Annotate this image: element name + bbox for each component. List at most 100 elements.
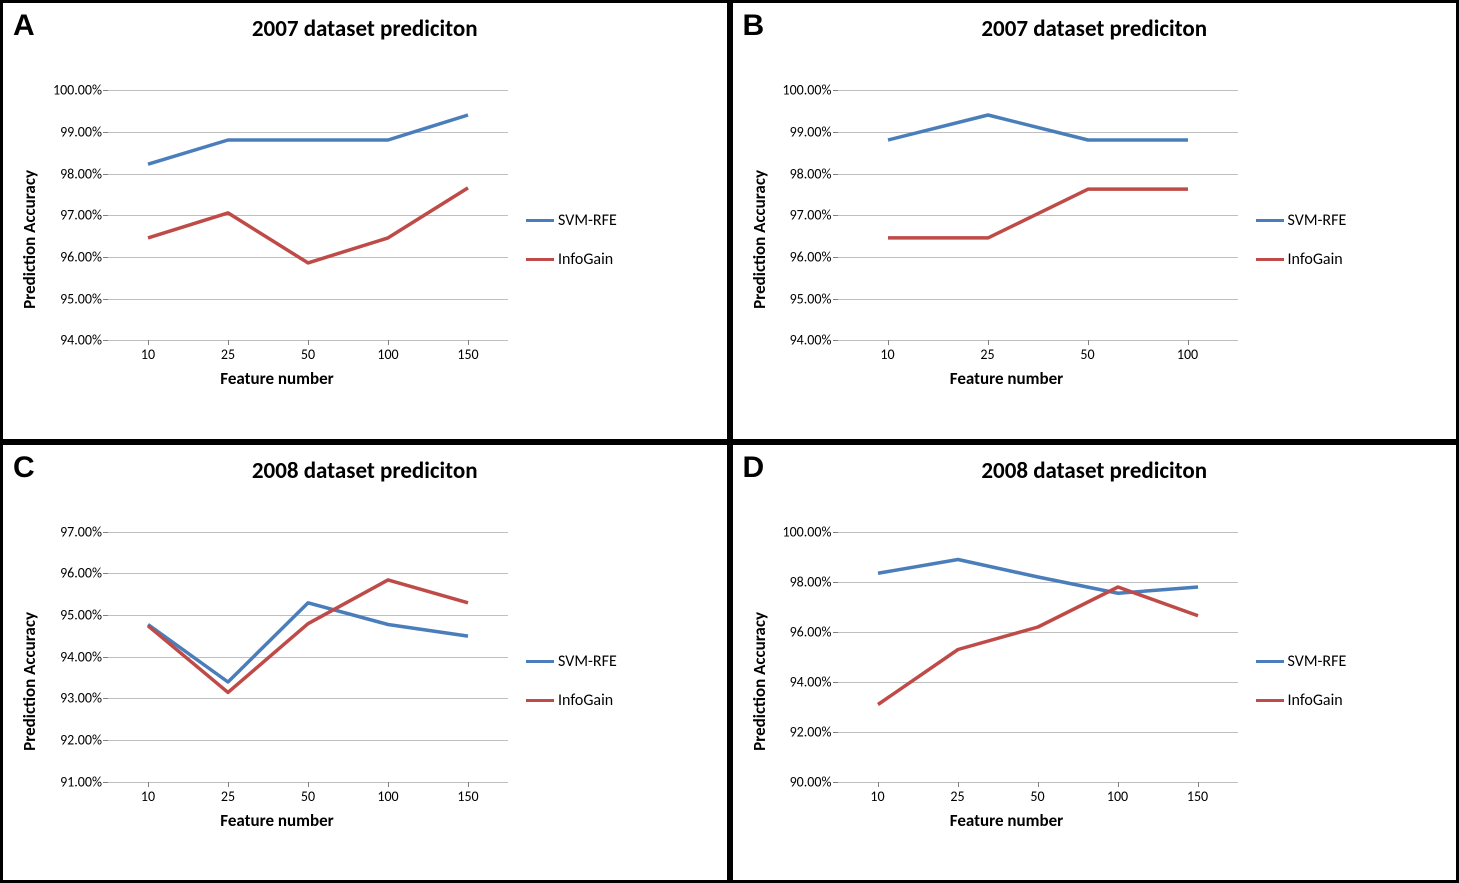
legend-swatch-svm: [526, 219, 554, 222]
chart-svg: [108, 90, 508, 340]
legend-swatch-infogain: [526, 699, 554, 702]
x-tick-label: 25: [950, 782, 964, 805]
x-axis-label: Feature number: [950, 368, 1063, 389]
chart-body: Prediction Accuracy 90.00%92.00%94.00%96…: [733, 491, 1457, 873]
x-tick-label: 25: [980, 340, 994, 363]
legend: SVM-RFE InfoGain: [1256, 652, 1347, 710]
legend-swatch-infogain: [1256, 258, 1284, 261]
y-tick-label: 94.00%: [790, 332, 838, 349]
y-tick-label: 98.00%: [790, 165, 838, 182]
legend-label-infogain: InfoGain: [1288, 691, 1343, 710]
legend-swatch-infogain: [526, 258, 554, 261]
x-axis-label: Feature number: [220, 368, 333, 389]
y-tick-label: 94.00%: [60, 332, 108, 349]
legend-label-infogain: InfoGain: [1288, 250, 1343, 269]
y-tick-label: 93.00%: [60, 690, 108, 707]
legend-item-svm: SVM-RFE: [1256, 211, 1347, 230]
plot-column: 94.00%95.00%96.00%97.00%98.00%99.00%100.…: [776, 90, 1238, 389]
legend-swatch-svm: [1256, 660, 1284, 663]
x-tick-label: 100: [377, 340, 398, 363]
plot-area: 91.00%92.00%93.00%94.00%95.00%96.00%97.0…: [108, 532, 508, 782]
y-tick-label: 98.00%: [790, 573, 838, 590]
y-tick-label: 100.00%: [53, 82, 108, 99]
series-svm-rfe: [148, 115, 468, 164]
y-tick-label: 96.00%: [790, 248, 838, 265]
y-tick-label: 98.00%: [60, 165, 108, 182]
y-tick-label: 95.00%: [60, 290, 108, 307]
x-axis-label: Feature number: [950, 810, 1063, 831]
chart-wrap: 2008 dataset prediciton Prediction Accur…: [733, 445, 1457, 881]
legend-item-infogain: InfoGain: [1256, 691, 1347, 710]
chart-title: 2008 dataset prediciton: [252, 457, 478, 485]
legend-item-infogain: InfoGain: [1256, 250, 1347, 269]
series-infogain: [148, 580, 468, 693]
x-tick-label: 150: [457, 782, 478, 805]
x-tick-label: 50: [1030, 782, 1044, 805]
y-tick-label: 97.00%: [60, 523, 108, 540]
series-infogain: [148, 188, 468, 263]
legend-label-infogain: InfoGain: [558, 691, 613, 710]
y-tick-label: 94.00%: [790, 673, 838, 690]
y-tick-label: 99.00%: [790, 123, 838, 140]
x-tick-label: 100: [377, 782, 398, 805]
series-svm-rfe: [888, 115, 1188, 140]
legend-item-svm: SVM-RFE: [526, 211, 617, 230]
y-tick-label: 97.00%: [790, 207, 838, 224]
chart-wrap: 2008 dataset prediciton Prediction Accur…: [3, 445, 727, 881]
x-tick-label: 50: [301, 782, 315, 805]
panel-c: C 2008 dataset prediciton Prediction Acc…: [0, 442, 730, 883]
chart-title: 2008 dataset prediciton: [981, 457, 1207, 485]
x-axis-label: Feature number: [220, 810, 333, 831]
y-tick-label: 90.00%: [790, 773, 838, 790]
legend-swatch-svm: [1256, 219, 1284, 222]
x-tick-label: 150: [1187, 782, 1208, 805]
panel-letter: B: [743, 9, 765, 43]
y-tick-label: 96.00%: [790, 623, 838, 640]
y-tick-label: 100.00%: [782, 82, 837, 99]
legend-item-svm: SVM-RFE: [526, 652, 617, 671]
panel-a: A 2007 dataset prediciton Prediction Acc…: [0, 0, 730, 442]
x-tick-label: 25: [221, 782, 235, 805]
series-svm-rfe: [148, 603, 468, 682]
chart-grid: A 2007 dataset prediciton Prediction Acc…: [0, 0, 1459, 883]
x-tick-label: 100: [1107, 782, 1128, 805]
y-tick-label: 95.00%: [790, 290, 838, 307]
x-tick-label: 100: [1177, 340, 1198, 363]
plot-column: 90.00%92.00%94.00%96.00%98.00%100.00% 10…: [776, 532, 1238, 831]
panel-letter: D: [743, 451, 765, 485]
legend: SVM-RFE InfoGain: [526, 652, 617, 710]
chart-wrap: 2007 dataset prediciton Prediction Accur…: [733, 3, 1457, 439]
y-tick-label: 97.00%: [60, 207, 108, 224]
plot-area: 94.00%95.00%96.00%97.00%98.00%99.00%100.…: [838, 90, 1238, 340]
chart-title: 2007 dataset prediciton: [981, 15, 1207, 43]
series-infogain: [888, 189, 1188, 238]
y-axis-label: Prediction Accuracy: [749, 612, 770, 751]
y-tick-label: 95.00%: [60, 607, 108, 624]
plot-area: 94.00%95.00%96.00%97.00%98.00%99.00%100.…: [108, 90, 508, 340]
y-axis-label: Prediction Accuracy: [749, 170, 770, 309]
y-tick-label: 100.00%: [782, 523, 837, 540]
y-tick-label: 96.00%: [60, 565, 108, 582]
chart-svg: [838, 90, 1238, 340]
panel-letter: A: [13, 9, 35, 43]
chart-title: 2007 dataset prediciton: [252, 15, 478, 43]
chart-body: Prediction Accuracy 91.00%92.00%93.00%94…: [3, 491, 727, 873]
legend-label-svm: SVM-RFE: [1288, 211, 1347, 230]
legend-label-infogain: InfoGain: [558, 250, 613, 269]
legend-swatch-svm: [526, 660, 554, 663]
legend-item-infogain: InfoGain: [526, 250, 617, 269]
x-tick-label: 25: [221, 340, 235, 363]
legend: SVM-RFE InfoGain: [1256, 211, 1347, 269]
y-tick-label: 94.00%: [60, 648, 108, 665]
x-tick-label: 10: [141, 340, 155, 363]
panel-b: B 2007 dataset prediciton Prediction Acc…: [730, 0, 1459, 442]
plot-column: 94.00%95.00%96.00%97.00%98.00%99.00%100.…: [46, 90, 508, 389]
legend-item-svm: SVM-RFE: [1256, 652, 1347, 671]
legend-label-svm: SVM-RFE: [558, 652, 617, 671]
panel-d: D 2008 dataset prediciton Prediction Acc…: [730, 442, 1459, 883]
y-tick-label: 91.00%: [60, 773, 108, 790]
x-tick-label: 10: [870, 782, 884, 805]
legend-label-svm: SVM-RFE: [1288, 652, 1347, 671]
plot-column: 91.00%92.00%93.00%94.00%95.00%96.00%97.0…: [46, 532, 508, 831]
x-tick-label: 50: [301, 340, 315, 363]
